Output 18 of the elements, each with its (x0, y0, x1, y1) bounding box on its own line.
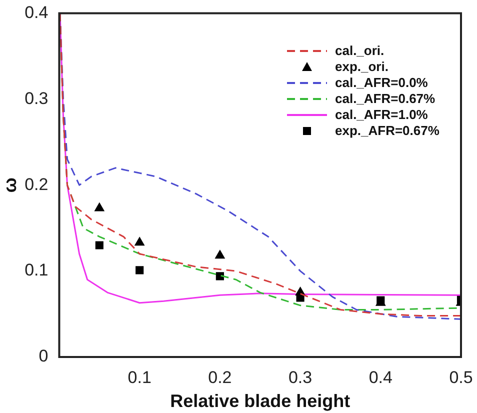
legend-label: cal._ori. (335, 43, 384, 60)
y-tick-label: 0.1 (24, 260, 48, 280)
x-tick-label: 0.2 (208, 368, 232, 387)
x-axis-title: Relative blade height (170, 391, 350, 412)
legend-label: cal._AFR=0.0% (335, 75, 428, 92)
x-tick-label: 0.4 (368, 368, 392, 387)
x-tick-label: 0.5 (449, 368, 473, 387)
y-tick-label: 0.2 (24, 174, 48, 194)
legend-label: exp._ori. (335, 59, 388, 76)
x-tick-label: 0.3 (288, 368, 312, 387)
legend-label: cal._AFR=0.67% (335, 91, 436, 108)
legend-label: exp._AFR=0.67% (335, 123, 440, 140)
y-axis-title: ω (0, 177, 20, 193)
x-tick-label: 0.1 (128, 368, 152, 387)
y-tick-label: 0 (38, 346, 48, 366)
y-tick-label: 0.4 (24, 2, 48, 22)
legend-label: cal._AFR=1.0% (335, 107, 428, 124)
y-tick-label: 0.3 (24, 88, 48, 108)
